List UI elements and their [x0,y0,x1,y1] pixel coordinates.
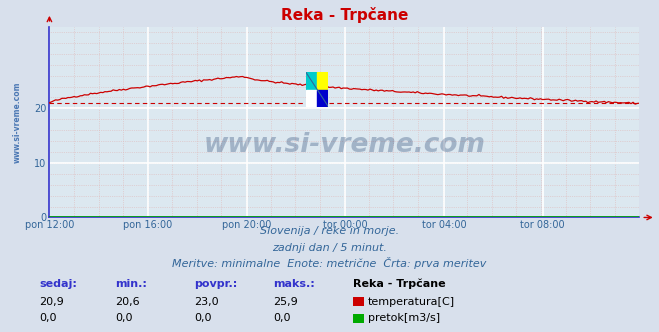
Text: 0,0: 0,0 [273,313,291,323]
Bar [317,72,328,90]
Text: 20,9: 20,9 [40,297,65,307]
Bar [306,72,317,90]
Text: 0,0: 0,0 [115,313,133,323]
Text: www.si-vreme.com: www.si-vreme.com [204,132,485,158]
Text: 0,0: 0,0 [194,313,212,323]
Text: Reka - Trpčane: Reka - Trpčane [353,279,445,289]
Bar [317,90,328,107]
Text: min.:: min.: [115,279,147,289]
Text: zadnji dan / 5 minut.: zadnji dan / 5 minut. [272,243,387,253]
Text: 0,0: 0,0 [40,313,57,323]
Text: temperatura[C]: temperatura[C] [368,297,455,307]
Text: 20,6: 20,6 [115,297,140,307]
Title: Reka - Trpčane: Reka - Trpčane [281,7,408,23]
Text: Meritve: minimalne  Enote: metrične  Črta: prva meritev: Meritve: minimalne Enote: metrične Črta:… [172,257,487,269]
Text: povpr.:: povpr.: [194,279,238,289]
Text: www.si-vreme.com: www.si-vreme.com [13,81,22,163]
Text: sedaj:: sedaj: [40,279,77,289]
Text: pretok[m3/s]: pretok[m3/s] [368,313,440,323]
Text: 23,0: 23,0 [194,297,219,307]
Bar [306,90,317,107]
Text: maks.:: maks.: [273,279,315,289]
Text: Slovenija / reke in morje.: Slovenija / reke in morje. [260,226,399,236]
Text: 25,9: 25,9 [273,297,299,307]
